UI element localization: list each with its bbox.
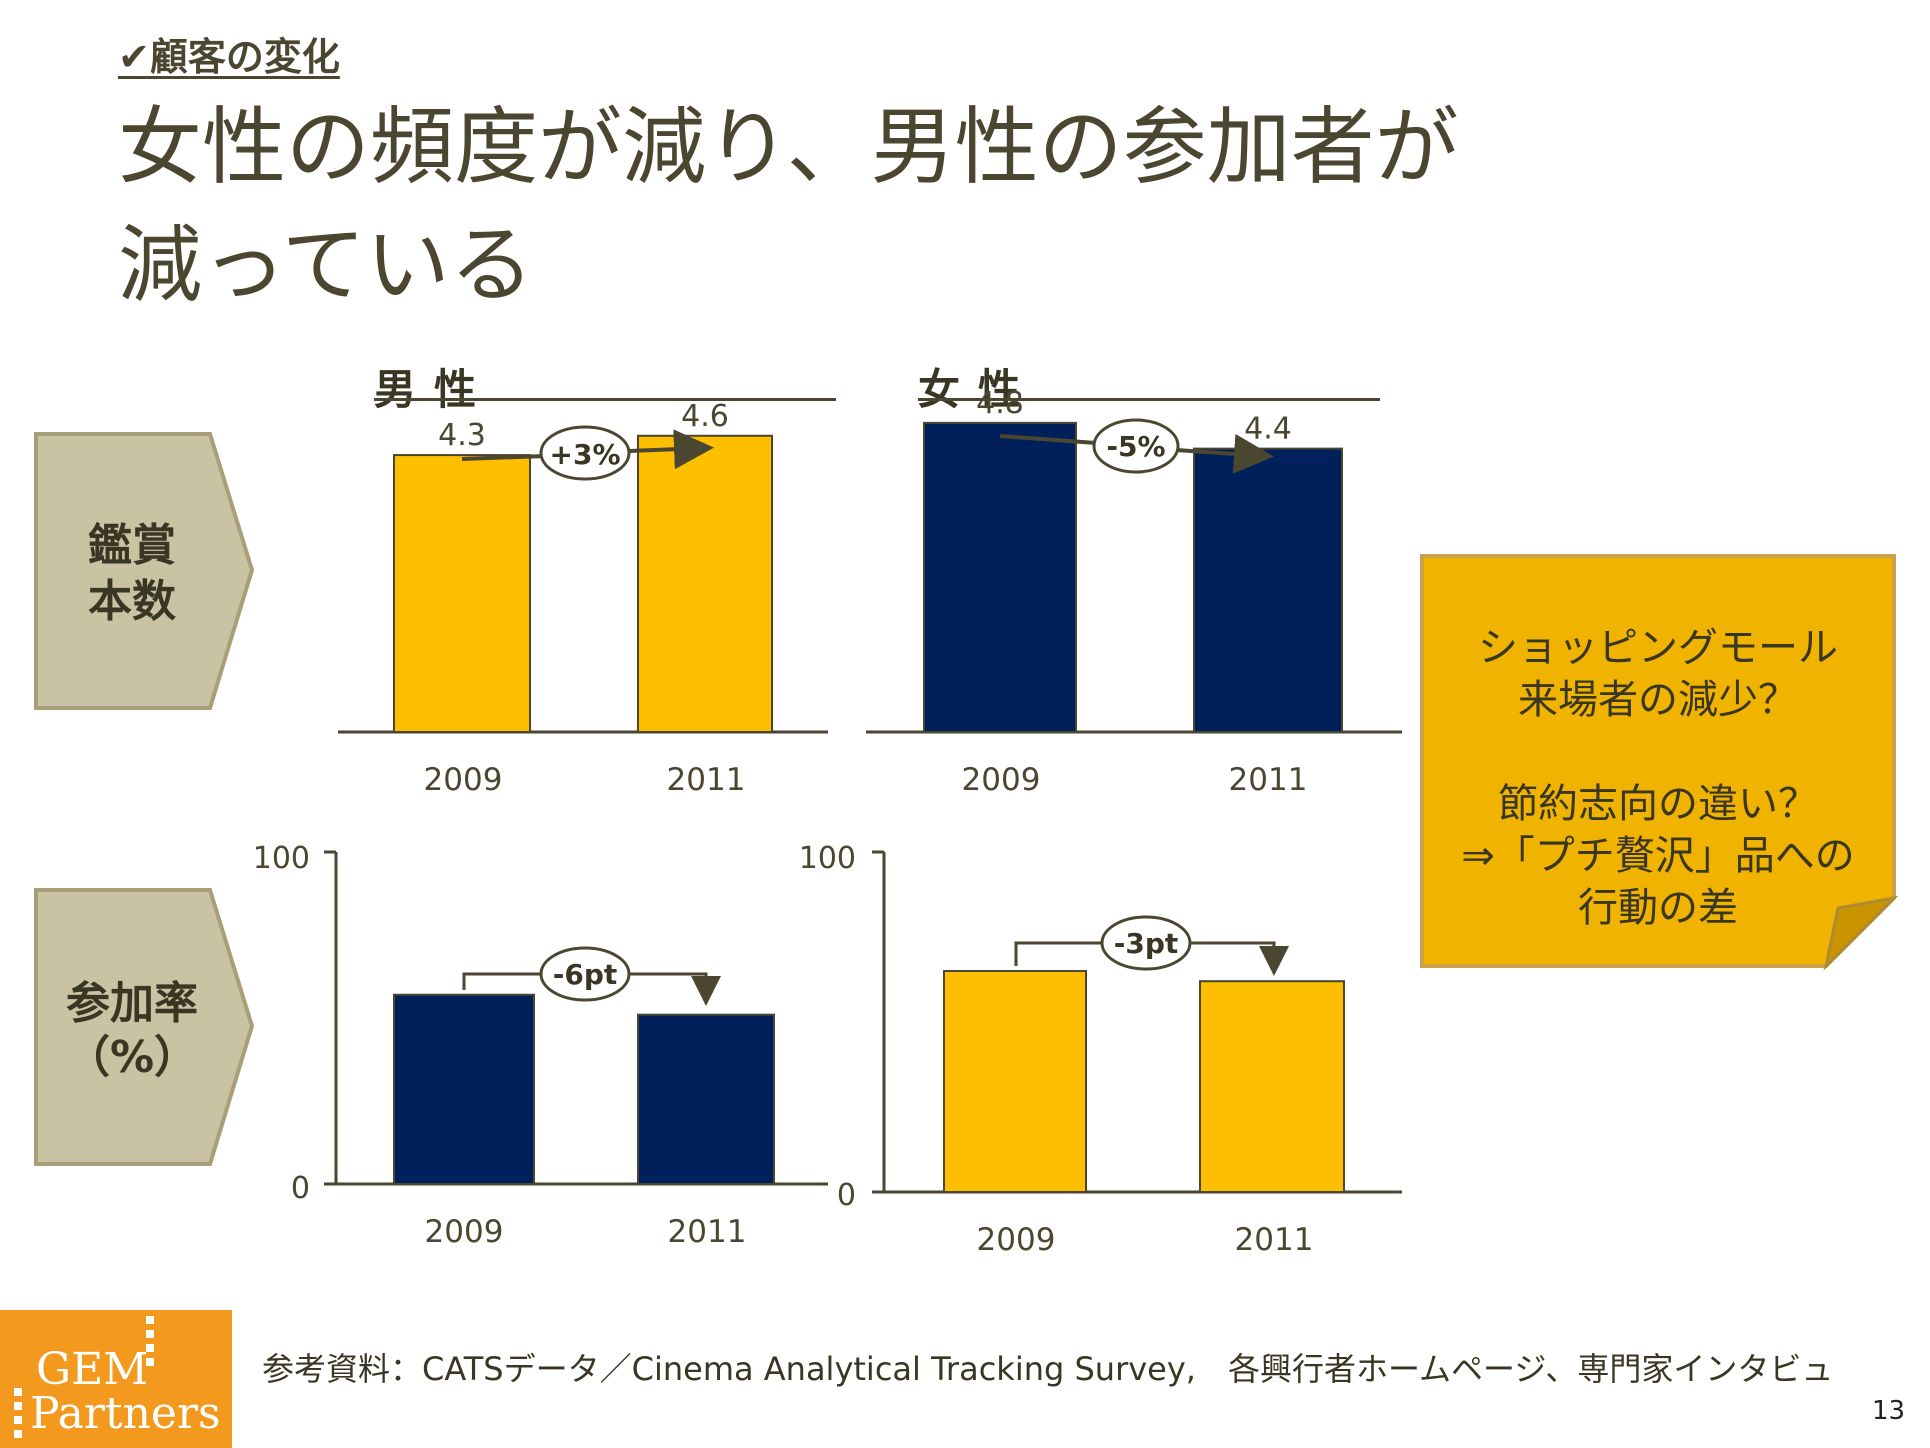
chart-female-participation-bar-2011: [1199, 980, 1345, 1194]
section-underline-female: [918, 398, 1380, 401]
chart-female-participation-xtick-2009: 2009: [977, 1222, 1056, 1258]
chart-male-participation-change-label: -6pt: [553, 958, 618, 991]
chart-male-viewing-xtick-2009: 2009: [424, 762, 503, 798]
chart-female-viewing-bar-2009: [923, 421, 1077, 733]
chart-male-participation: 100 0 2009 2011 -6pt: [253, 841, 828, 1250]
chart-male-viewing-change-bubble: [539, 425, 631, 481]
sticky-note-spacer: [1426, 726, 1890, 778]
chart-male-viewing-trend-right: [629, 429, 714, 470]
row-label-viewing: 鑑賞 本数: [34, 432, 255, 710]
sticky-note-curl: [1823, 895, 1899, 971]
chart-male-viewing-xtick-2011: 2011: [667, 762, 746, 798]
chart-male-participation-bar-2011: [637, 1013, 775, 1185]
chart-female-viewing-value-2011: 4.4: [1244, 412, 1292, 447]
chart-female-participation-ytick-label-100: 100: [799, 841, 856, 876]
page-title: 女性の頻度が減り、男性の参加者が 減っている: [118, 88, 1459, 324]
row-label-participation-line-2: （%）: [66, 1032, 198, 1083]
chart-male-participation-bar-2009: [393, 993, 535, 1186]
source-note: 参考資料：CATSデータ／Cinema Analytical Tracking …: [262, 1350, 1834, 1388]
sticky-note-text: ショッピングモール 来場者の減少？ 節約志向の違い？ ⇒「プチ贅沢」品への 行動…: [1426, 622, 1890, 934]
row-label-participation-shape: [34, 888, 255, 1166]
page-number: 13: [1872, 1396, 1906, 1426]
chart-female-participation-bar-2009: [943, 970, 1087, 1193]
chart-female-participation-xtick-2011: 2011: [1235, 1222, 1314, 1258]
chart-female-viewing-change-bubble: [1092, 418, 1180, 474]
sticky-note-line-4: ⇒「プチ贅沢」品への: [1461, 833, 1855, 879]
logo-text-line-2: Partners: [30, 1388, 221, 1439]
row-label-viewing-shape: [34, 432, 255, 710]
chart-female-viewing: 4.8 4.4 2009 2011 -5%: [866, 386, 1402, 798]
page-title-line-1: 女性の頻度が減り、男性の参加者が: [118, 98, 1459, 196]
chart-female-participation-change-bubble: [1100, 915, 1192, 971]
chart-male-participation-ytick-label-0: 0: [291, 1171, 310, 1206]
chart-male-viewing-bar-2009: [393, 454, 531, 733]
logo-dots-left: [14, 1388, 22, 1444]
section-underline-male: [374, 398, 836, 401]
sticky-note-line-3: 節約志向の違い？: [1498, 781, 1818, 827]
chart-male-viewing-bar-2011: [637, 434, 773, 733]
chart-female-viewing-bar-2011: [1193, 447, 1343, 733]
sticky-note-line-1: ショッピングモール: [1478, 625, 1838, 671]
row-label-participation-line-1: 参加率: [66, 978, 198, 1029]
sticky-note-line-5: 行動の差: [1578, 885, 1738, 931]
chart-male-participation-change-bubble: [539, 946, 631, 1002]
chart-female-participation: 100 0 2009 2011 -3pt: [799, 841, 1402, 1258]
chart-female-viewing-value-2009: 4.8: [976, 386, 1024, 421]
chart-female-participation-ytick-label-0: 0: [837, 1178, 856, 1213]
chart-male-viewing-change-label: +3%: [550, 438, 621, 471]
chart-male-viewing-trend-left: [461, 454, 546, 461]
chart-male-viewing-value-2011: 4.6: [681, 399, 729, 434]
chart-female-viewing-xtick-2009: 2009: [962, 762, 1041, 798]
chart-male-viewing-value-2009: 4.3: [438, 418, 486, 453]
chart-female-viewing-xtick-2011: 2011: [1229, 762, 1308, 798]
chart-female-viewing-change-label: -5%: [1106, 430, 1165, 463]
chart-male-participation-ytick-label-100: 100: [253, 841, 310, 876]
page-title-line-2: 減っている: [118, 216, 534, 314]
sticky-note: [1420, 554, 1899, 971]
section-title-female: 女性: [918, 365, 1039, 414]
logo-dots-right: [146, 1316, 154, 1372]
sticky-note-line-2: 来場者の減少？: [1518, 677, 1798, 723]
company-logo: GEM Partners: [0, 1310, 232, 1448]
chart-female-viewing-trend-left: [999, 434, 1097, 445]
section-kicker: ✔顧客の変化: [118, 35, 340, 79]
chart-male-participation-xtick-2009: 2009: [425, 1214, 504, 1250]
chart-male-participation-xtick-2011: 2011: [668, 1214, 747, 1250]
chart-male-viewing: 4.3 4.6 2009 2011 +3%: [338, 399, 828, 798]
row-label-viewing-line-1: 鑑賞: [88, 520, 176, 571]
chart-female-viewing-trend-right: [1175, 433, 1274, 474]
row-label-participation: 参加率 （%）: [34, 888, 255, 1166]
section-title-male: 男性: [374, 365, 495, 414]
chart-female-participation-change-label: -3pt: [1114, 927, 1179, 960]
row-label-viewing-line-2: 本数: [88, 576, 176, 627]
logo-text-line-1: GEM: [36, 1344, 149, 1395]
